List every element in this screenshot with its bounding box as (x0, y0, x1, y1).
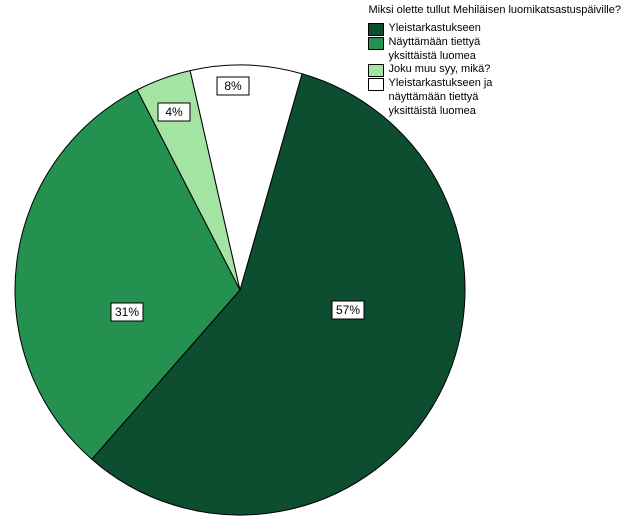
legend-label: Yleistarkastukseen ja näyttämään tiettyä… (388, 77, 492, 118)
slice-label: 31% (111, 303, 143, 321)
slice-label: 57% (332, 301, 364, 319)
legend-item: Yleistarkastukseen (368, 22, 621, 36)
svg-text:8%: 8% (224, 79, 242, 93)
legend-item: Näyttämään tiettyä yksittäistä luomea (368, 36, 621, 64)
legend-item: Joku muu syy, mikä? (368, 63, 621, 77)
legend-swatch (368, 78, 384, 91)
slice-label: 4% (158, 103, 190, 121)
svg-text:57%: 57% (336, 303, 360, 317)
pie-chart-container: 57% 31% 4% 8% Miksi olette tullut Mehiläise… (0, 0, 629, 524)
legend-label: Yleistarkastukseen (388, 22, 480, 36)
svg-text:4%: 4% (165, 105, 183, 119)
legend-swatch (368, 64, 384, 77)
legend-items: YleistarkastukseenNäyttämään tiettyä yks… (368, 22, 621, 119)
svg-text:31%: 31% (115, 305, 139, 319)
legend-item: Yleistarkastukseen ja näyttämään tiettyä… (368, 77, 621, 118)
legend-label: Näyttämään tiettyä yksittäistä luomea (388, 36, 480, 64)
legend-label: Joku muu syy, mikä? (388, 63, 490, 77)
legend-swatch (368, 23, 384, 36)
legend-title: Miksi olette tullut Mehiläisen luomikats… (368, 4, 621, 18)
legend: Miksi olette tullut Mehiläisen luomikats… (368, 4, 621, 119)
legend-swatch (368, 37, 384, 50)
slice-label: 8% (217, 77, 249, 95)
